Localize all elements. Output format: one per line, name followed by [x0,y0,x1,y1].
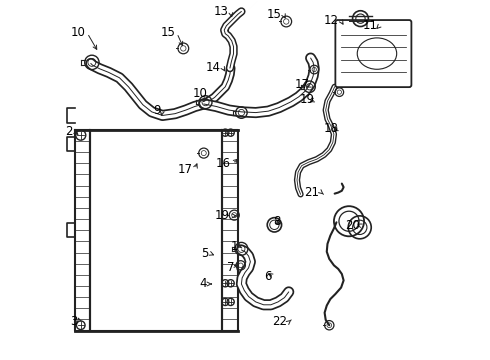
Text: 15: 15 [160,27,175,40]
Text: 7: 7 [227,261,234,274]
Text: 15: 15 [267,8,282,21]
Text: 14: 14 [206,60,220,73]
Text: 16: 16 [216,157,231,170]
Text: 10: 10 [193,87,207,100]
Text: 22: 22 [272,315,287,328]
Text: 17: 17 [178,163,193,176]
Text: 8: 8 [273,215,280,228]
Text: 5: 5 [201,247,208,260]
Text: 20: 20 [345,219,360,233]
Text: 21: 21 [305,186,319,199]
Text: 1: 1 [230,240,238,253]
Text: 11: 11 [363,19,378,32]
Text: 9: 9 [153,104,161,117]
Text: 6: 6 [265,270,272,283]
FancyBboxPatch shape [335,20,412,87]
Text: 19: 19 [299,93,314,106]
Text: 13: 13 [214,5,229,18]
Text: 12: 12 [324,14,339,27]
Text: 2: 2 [65,125,73,138]
Text: 10: 10 [71,27,85,40]
Text: 4: 4 [199,278,207,291]
Text: 17: 17 [294,78,310,91]
Text: 3: 3 [70,315,77,328]
Text: 19: 19 [215,210,230,222]
Text: 18: 18 [323,122,338,135]
